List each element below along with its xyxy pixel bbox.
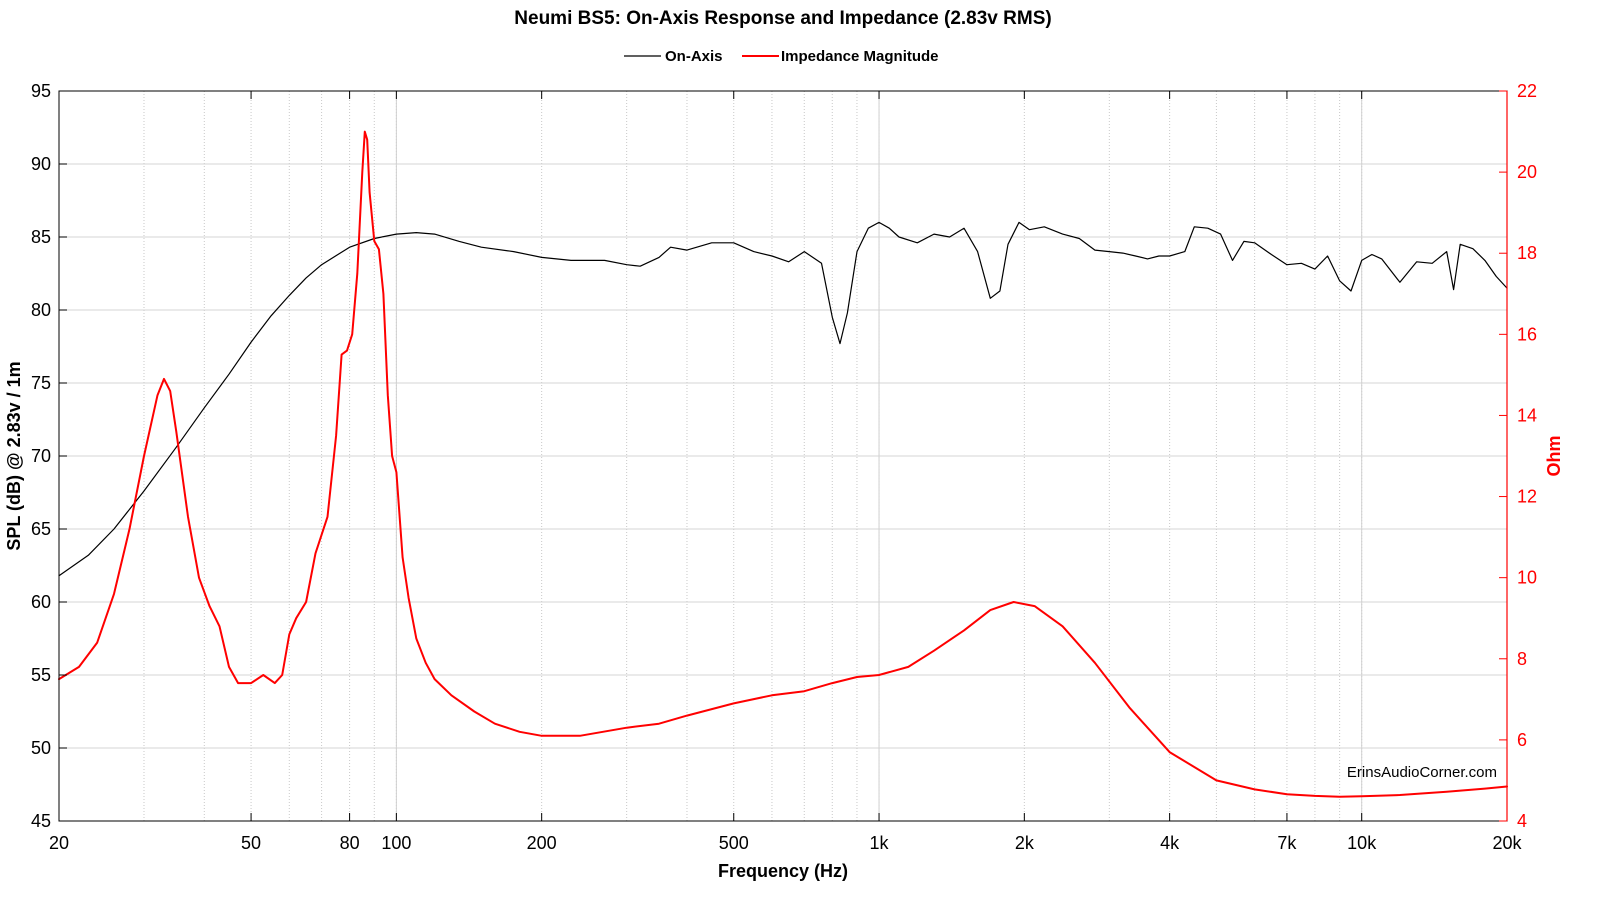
y-right-tick-label: 10 — [1517, 568, 1537, 588]
y-left-tick-label: 80 — [31, 300, 51, 320]
y-left-tick-label: 65 — [31, 519, 51, 539]
y-right-tick-label: 6 — [1517, 730, 1527, 750]
legend-label-on-axis: On-Axis — [665, 48, 723, 65]
legend: On-Axis Impedance Magnitude — [624, 48, 939, 65]
y-left-axis-label: SPL (dB) @ 2.83v / 1m — [4, 361, 24, 550]
y-right-tick-label: 12 — [1517, 487, 1537, 507]
y-left-tick-label: 50 — [31, 738, 51, 758]
y-right-tick-label: 22 — [1517, 81, 1537, 101]
series-line-on-axis — [58, 221, 1508, 577]
y-right-tick-label: 8 — [1517, 649, 1527, 669]
y-left-tick-label: 70 — [31, 446, 51, 466]
x-tick-label: 100 — [381, 833, 411, 853]
y-left-tick-label: 95 — [31, 81, 51, 101]
x-tick-label: 50 — [241, 833, 261, 853]
y-left-tick-label: 90 — [31, 154, 51, 174]
x-tick-label: 7k — [1277, 833, 1297, 853]
watermark: ErinsAudioCorner.com — [1347, 764, 1497, 781]
series — [58, 130, 1508, 798]
ticks: 20 50 80 100 200 500 1k 2k 4k 7k 10k 20k 45 50 55 60 65 7… — [31, 81, 1537, 853]
y-left-tick-label: 45 — [31, 811, 51, 831]
chart-title: Neumi BS5: On-Axis Response and Impedanc… — [514, 8, 1051, 29]
x-tick-label: 500 — [719, 833, 749, 853]
x-tick-label: 80 — [340, 833, 360, 853]
x-tick-label: 4k — [1160, 833, 1180, 853]
series-line-impedance — [58, 130, 1508, 798]
y-right-tick-label: 20 — [1517, 162, 1537, 182]
y-right-tick-label: 14 — [1517, 405, 1537, 425]
y-right-tick-label: 16 — [1517, 324, 1537, 344]
x-tick-label: 1k — [870, 833, 890, 853]
x-axis-label: Frequency (Hz) — [718, 861, 848, 881]
y-left-tick-label: 55 — [31, 665, 51, 685]
x-tick-label: 20 — [49, 833, 69, 853]
y-left-tick-label: 60 — [31, 592, 51, 612]
y-right-tick-label: 4 — [1517, 811, 1527, 831]
grid — [59, 90, 1507, 822]
y-right-axis-label: Ohm — [1544, 435, 1564, 476]
y-left-tick-label: 85 — [31, 227, 51, 247]
y-right-tick-label: 18 — [1517, 243, 1537, 263]
legend-label-impedance: Impedance Magnitude — [781, 48, 939, 65]
y-left-tick-label: 75 — [31, 373, 51, 393]
x-tick-label: 2k — [1015, 833, 1035, 853]
x-tick-label: 10k — [1347, 833, 1377, 853]
x-tick-label: 200 — [527, 833, 557, 853]
x-tick-label: 20k — [1492, 833, 1522, 853]
